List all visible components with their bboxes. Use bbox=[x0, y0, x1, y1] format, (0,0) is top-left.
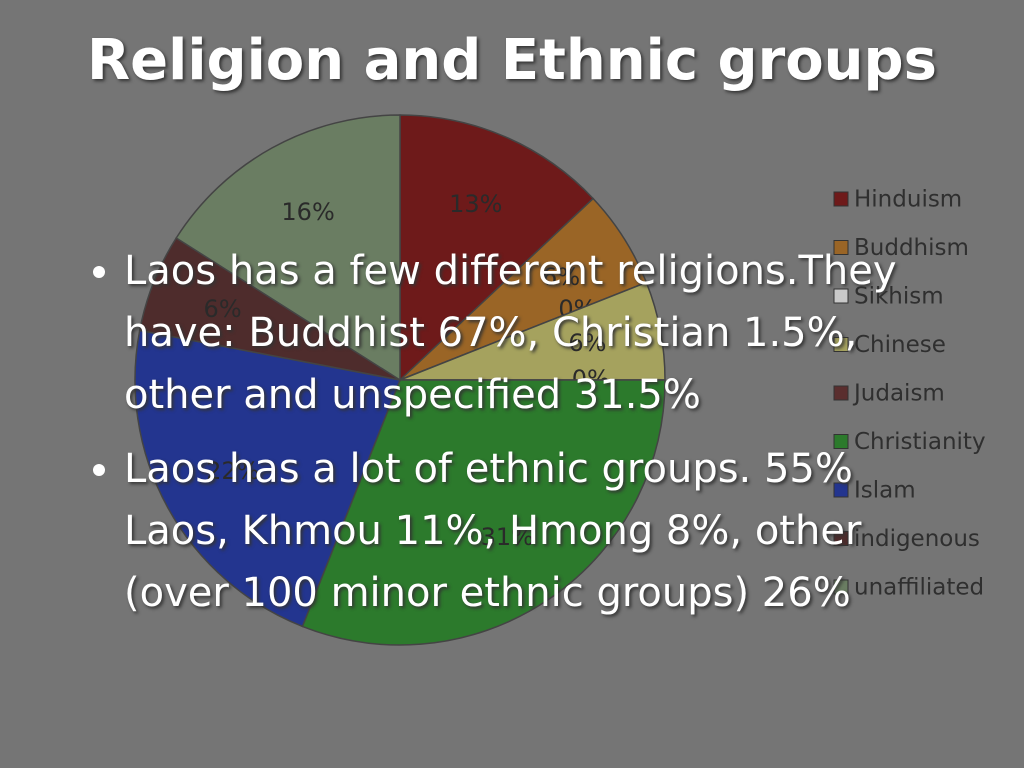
slice-label: 13% bbox=[449, 190, 502, 218]
legend-label: unaffiliated bbox=[854, 575, 984, 601]
legend-swatch bbox=[833, 385, 849, 401]
slice-label: 16% bbox=[281, 198, 334, 226]
legend-swatch bbox=[833, 579, 849, 595]
legend-swatch bbox=[833, 191, 849, 207]
legend-swatch bbox=[833, 531, 849, 546]
legend-label: Hinduism bbox=[854, 187, 962, 213]
legend-swatch bbox=[833, 482, 849, 498]
legend-swatch bbox=[833, 434, 849, 449]
bullet: Laos has a few different religions.They … bbox=[124, 240, 924, 426]
legend-label: Christianity bbox=[854, 429, 986, 455]
legend-swatch bbox=[833, 240, 849, 255]
legend-swatch bbox=[833, 288, 849, 304]
slice-label: 6% bbox=[542, 263, 580, 291]
bullet: Laos has a lot of ethnic groups. 55% Lao… bbox=[124, 438, 924, 624]
legend-label: Buddhism bbox=[854, 235, 969, 261]
slice-label: 6% bbox=[204, 295, 242, 323]
slide-title: Religion and Ethnic groups bbox=[87, 28, 937, 93]
pie-slice bbox=[399, 114, 595, 382]
pie-slice bbox=[301, 379, 666, 646]
pie-slice bbox=[134, 329, 402, 628]
legend-label: indigenous bbox=[854, 526, 980, 552]
legend-label: Judaism bbox=[852, 381, 945, 407]
bullet-list: Laos has a few different religions.They … bbox=[60, 240, 924, 636]
slice-label: 22% bbox=[206, 457, 259, 485]
pie-slice bbox=[175, 114, 401, 382]
legend-swatch bbox=[833, 337, 849, 352]
legend-label: Sikhism bbox=[854, 284, 944, 310]
legend-label: Islam bbox=[854, 478, 916, 504]
slice-label: 31% bbox=[481, 523, 534, 551]
slice-label: 6% bbox=[568, 329, 606, 357]
legend-label: Chinese bbox=[854, 332, 946, 358]
